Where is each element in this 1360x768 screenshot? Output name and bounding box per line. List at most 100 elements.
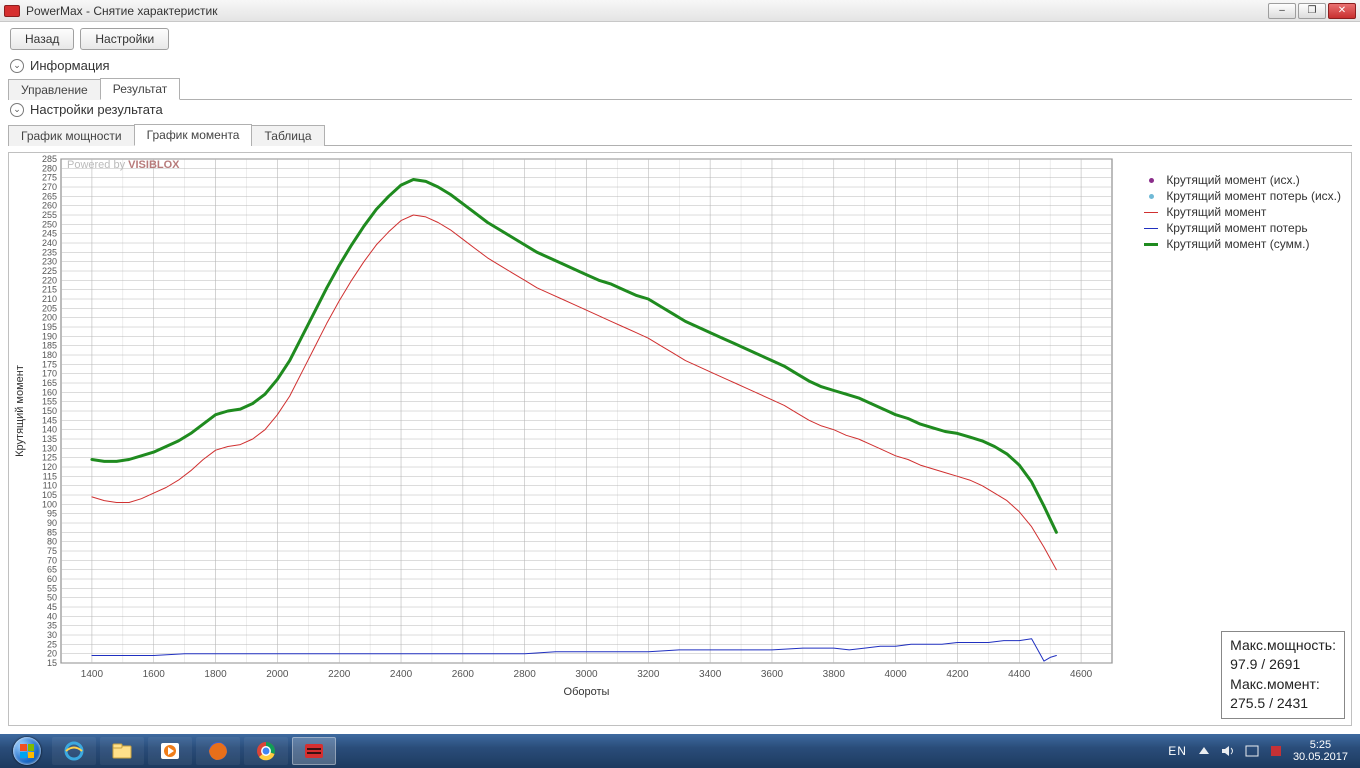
- window-minimize-button[interactable]: –: [1268, 3, 1296, 19]
- result-settings-label: Настройки результата: [30, 102, 163, 117]
- start-button[interactable]: [6, 736, 48, 766]
- svg-text:80: 80: [47, 537, 57, 547]
- svg-text:3600: 3600: [761, 669, 784, 680]
- svg-text:285: 285: [42, 154, 57, 164]
- svg-text:4400: 4400: [1008, 669, 1031, 680]
- language-indicator[interactable]: EN: [1168, 744, 1187, 758]
- watermark-brand: VISIBLOX: [128, 159, 179, 171]
- main-toolbar: Назад Настройки: [0, 22, 1360, 56]
- svg-text:195: 195: [42, 322, 57, 332]
- stats-box: Макс.мощность: 97.9 / 2691 Макс.момент: …: [1221, 631, 1345, 719]
- taskbar-ie-icon[interactable]: [52, 737, 96, 765]
- inner-tabs: График мощностиГрафик моментаТаблица: [8, 123, 1352, 146]
- taskbar-mediaplayer-icon[interactable]: [148, 737, 192, 765]
- settings-button[interactable]: Настройки: [80, 28, 169, 50]
- svg-text:70: 70: [47, 555, 57, 565]
- svg-text:260: 260: [42, 201, 57, 211]
- svg-text:3000: 3000: [575, 669, 598, 680]
- svg-text:150: 150: [42, 406, 57, 416]
- svg-text:255: 255: [42, 210, 57, 220]
- windows-taskbar: EN 5:25 30.05.2017: [0, 734, 1360, 768]
- taskbar-firefox-icon[interactable]: [196, 737, 240, 765]
- svg-text:25: 25: [47, 639, 57, 649]
- inner-tab-0[interactable]: График мощности: [8, 125, 135, 146]
- svg-text:120: 120: [42, 462, 57, 472]
- svg-text:Крутящий момент: Крутящий момент: [14, 365, 26, 457]
- svg-text:3400: 3400: [699, 669, 722, 680]
- chart-container: 1520253035404550556065707580859095100105…: [8, 152, 1352, 726]
- chevron-down-icon: ⌄: [10, 103, 24, 117]
- tray-icon-1[interactable]: [1245, 744, 1259, 758]
- taskbar-powermax-icon[interactable]: [292, 737, 336, 765]
- clock-date: 30.05.2017: [1293, 751, 1348, 763]
- clock-time: 5:25: [1293, 739, 1348, 751]
- svg-text:45: 45: [47, 602, 57, 612]
- svg-text:90: 90: [47, 518, 57, 528]
- watermark: Powered by VISIBLOX: [67, 159, 180, 171]
- inner-tab-2[interactable]: Таблица: [251, 125, 324, 146]
- window-titlebar: PowerMax - Снятие характеристик – ❐ ✕: [0, 0, 1360, 22]
- max-power-value: 97.9 / 2691: [1230, 655, 1336, 675]
- svg-text:35: 35: [47, 621, 57, 631]
- svg-text:1600: 1600: [143, 669, 166, 680]
- window-close-button[interactable]: ✕: [1328, 3, 1356, 19]
- svg-text:1400: 1400: [81, 669, 104, 680]
- svg-text:Обороты: Обороты: [564, 686, 610, 698]
- result-settings-expander[interactable]: ⌄ Настройки результата: [0, 100, 1360, 119]
- chart-legend: Крутящий момент (исх.)Крутящий момент по…: [1144, 173, 1341, 253]
- svg-text:225: 225: [42, 266, 57, 276]
- legend-item-4: Крутящий момент (сумм.): [1144, 237, 1341, 251]
- svg-text:245: 245: [42, 229, 57, 239]
- svg-text:85: 85: [47, 527, 57, 537]
- svg-text:115: 115: [43, 471, 57, 481]
- svg-text:230: 230: [42, 257, 57, 267]
- info-expander[interactable]: ⌄ Информация: [0, 56, 1360, 75]
- svg-text:2400: 2400: [390, 669, 413, 680]
- svg-text:50: 50: [47, 593, 57, 603]
- tray-icon-2[interactable]: [1269, 744, 1283, 758]
- svg-text:75: 75: [47, 546, 57, 556]
- svg-text:190: 190: [42, 331, 57, 341]
- svg-text:40: 40: [47, 611, 57, 621]
- max-torque-label: Макс.момент:: [1230, 675, 1336, 695]
- svg-text:30: 30: [47, 630, 57, 640]
- svg-text:145: 145: [42, 415, 57, 425]
- svg-text:160: 160: [42, 387, 57, 397]
- window-restore-button[interactable]: ❐: [1298, 3, 1326, 19]
- svg-text:4600: 4600: [1070, 669, 1093, 680]
- svg-text:110: 110: [43, 481, 57, 491]
- svg-text:2800: 2800: [514, 669, 537, 680]
- svg-text:265: 265: [42, 191, 57, 201]
- taskbar-chrome-icon[interactable]: [244, 737, 288, 765]
- svg-text:210: 210: [42, 294, 57, 304]
- svg-text:130: 130: [42, 443, 57, 453]
- svg-text:250: 250: [42, 219, 57, 229]
- svg-text:95: 95: [47, 509, 57, 519]
- svg-text:2200: 2200: [328, 669, 351, 680]
- svg-text:215: 215: [42, 285, 57, 295]
- max-torque-value: 275.5 / 2431: [1230, 694, 1336, 714]
- back-button[interactable]: Назад: [10, 28, 74, 50]
- svg-text:220: 220: [42, 275, 57, 285]
- top-tab-1[interactable]: Результат: [100, 78, 181, 100]
- svg-text:15: 15: [47, 658, 57, 668]
- info-expander-label: Информация: [30, 58, 110, 73]
- top-tab-0[interactable]: Управление: [8, 79, 101, 100]
- tray-up-icon[interactable]: [1197, 744, 1211, 758]
- taskbar-explorer-icon[interactable]: [100, 737, 144, 765]
- system-tray: EN 5:25 30.05.2017: [1168, 739, 1354, 763]
- svg-text:180: 180: [42, 350, 57, 360]
- taskbar-clock[interactable]: 5:25 30.05.2017: [1293, 739, 1348, 763]
- volume-icon[interactable]: [1221, 744, 1235, 758]
- svg-text:135: 135: [42, 434, 57, 444]
- top-tabs: УправлениеРезультат: [8, 77, 1352, 100]
- svg-text:170: 170: [42, 369, 57, 379]
- max-power-label: Макс.мощность:: [1230, 636, 1336, 656]
- inner-tab-1[interactable]: График момента: [134, 124, 253, 146]
- svg-text:55: 55: [47, 583, 57, 593]
- svg-text:60: 60: [47, 574, 57, 584]
- legend-item-0: Крутящий момент (исх.): [1144, 173, 1341, 187]
- svg-text:2000: 2000: [266, 669, 289, 680]
- svg-text:4000: 4000: [884, 669, 907, 680]
- svg-text:3800: 3800: [823, 669, 846, 680]
